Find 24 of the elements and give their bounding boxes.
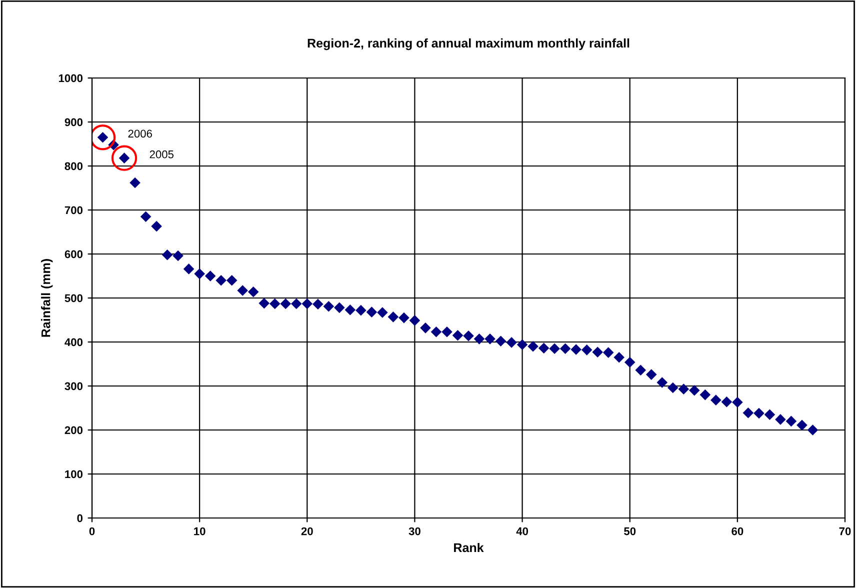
y-tick-label: 800 bbox=[64, 162, 83, 170]
chart-title: Region-2, ranking of annual maximum monthly rainfall bbox=[308, 38, 630, 50]
y-tick-label: 0 bbox=[77, 514, 83, 522]
y-tick-label: 400 bbox=[64, 338, 83, 346]
x-tick-label: 70 bbox=[839, 527, 851, 536]
y-tick-label: 200 bbox=[64, 426, 83, 434]
y-axis-title: Rainfall (mm) bbox=[41, 259, 53, 337]
x-tick-label: 0 bbox=[89, 527, 95, 536]
y-tick-label: 600 bbox=[64, 250, 83, 258]
annotation: 2005 bbox=[150, 150, 174, 158]
y-tick-label: 700 bbox=[64, 206, 83, 214]
x-axis-title: Rank bbox=[454, 542, 484, 552]
y-tick-label: 900 bbox=[64, 118, 83, 126]
x-tick-label: 40 bbox=[516, 527, 528, 536]
x-tick-label: 60 bbox=[732, 527, 744, 536]
annotation: 2006 bbox=[128, 130, 152, 138]
y-tick-label: 1000 bbox=[58, 74, 83, 82]
y-tick-label: 300 bbox=[64, 382, 83, 390]
x-tick-label: 10 bbox=[194, 527, 206, 536]
x-tick-label: 30 bbox=[408, 527, 420, 536]
y-tick-label: 100 bbox=[65, 470, 83, 478]
x-tick-label: 50 bbox=[624, 527, 636, 536]
y-tick-label: 500 bbox=[64, 294, 83, 302]
x-tick-label: 20 bbox=[301, 527, 313, 536]
